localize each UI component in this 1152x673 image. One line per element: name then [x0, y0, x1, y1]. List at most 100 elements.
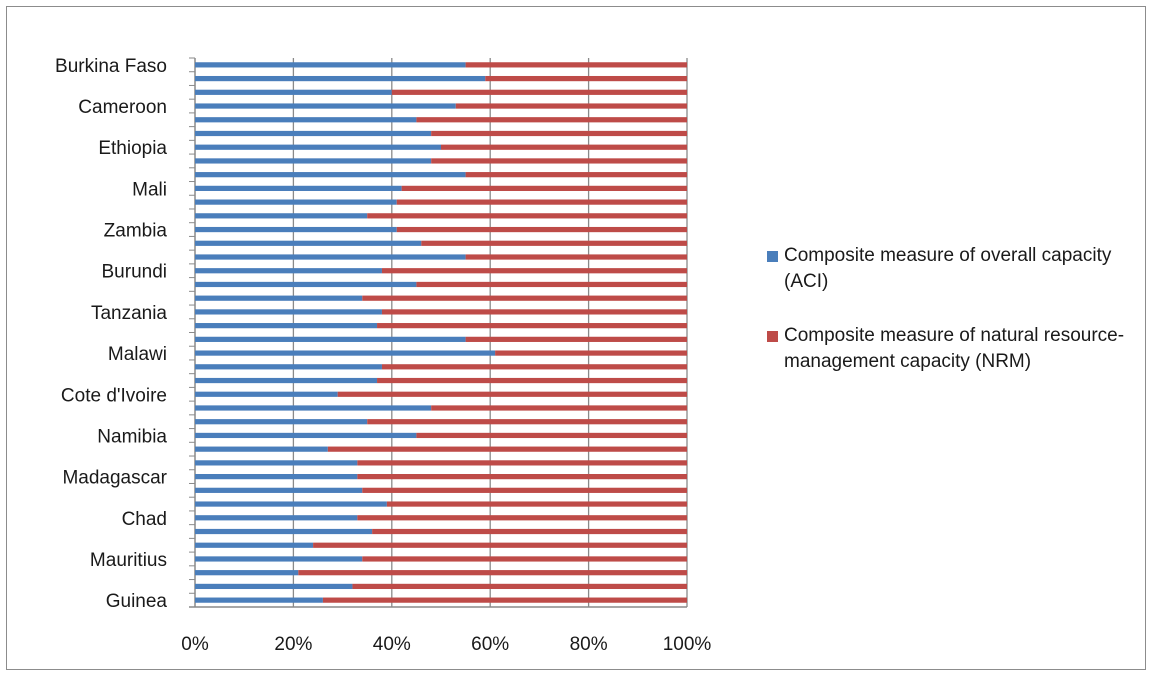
y-category-label-12: Zambia	[104, 221, 168, 242]
bar-nrm-35	[313, 542, 687, 548]
bar-nrm-13	[421, 240, 687, 246]
x-tick-label-5: 100%	[663, 634, 712, 655]
y-category-label-27: Namibia	[97, 426, 167, 447]
bar-aci-36	[195, 556, 363, 562]
bar-nrm-22	[381, 364, 687, 370]
bar-nrm-26	[367, 419, 687, 425]
y-category-label-3: Cameroon	[78, 97, 167, 118]
bar-aci-2	[195, 89, 392, 95]
bar-nrm-4	[416, 117, 687, 123]
bar-nrm-14	[465, 254, 687, 260]
bar-nrm-17	[362, 295, 687, 301]
y-category-label-0: Burkina Faso	[55, 56, 167, 77]
bar-nrm-37	[298, 570, 687, 576]
bar-nrm-25	[431, 405, 687, 411]
bar-nrm-12	[396, 226, 687, 233]
bar-nrm-0	[465, 62, 687, 68]
bar-nrm-21	[495, 350, 687, 356]
bar-aci-22	[195, 364, 382, 370]
bar-nrm-33	[357, 515, 687, 521]
bar-nrm-30	[357, 474, 687, 480]
bar-nrm-6	[441, 144, 687, 150]
bar-nrm-38	[352, 583, 687, 590]
bar-nrm-27	[416, 432, 687, 439]
legend-swatch-aci	[767, 251, 778, 262]
bar-aci-14	[195, 254, 466, 260]
bar-aci-24	[195, 391, 338, 397]
x-tick-label-0: 0%	[181, 634, 209, 655]
bar-aci-15	[195, 268, 382, 274]
legend-item-aci: Composite measure of overall capacity (A…	[767, 243, 1137, 295]
bar-aci-5	[195, 130, 432, 137]
y-category-label-39: Guinea	[106, 591, 168, 612]
bar-aci-0	[195, 62, 466, 68]
bar-nrm-9	[401, 185, 687, 191]
bar-aci-20	[195, 336, 466, 342]
y-category-label-9: Mali	[132, 179, 167, 200]
bar-aci-9	[195, 185, 402, 191]
bar-aci-30	[195, 474, 358, 480]
bar-nrm-31	[362, 487, 687, 493]
bar-aci-33	[195, 515, 358, 521]
bar-nrm-16	[416, 281, 687, 288]
legend-label-nrm: Composite measure of natural resource-ma…	[784, 325, 1125, 372]
bar-nrm-5	[431, 130, 687, 137]
bar-nrm-10	[396, 199, 687, 205]
bar-nrm-34	[372, 528, 687, 535]
bar-aci-34	[195, 528, 373, 535]
bar-aci-10	[195, 199, 397, 205]
bar-aci-29	[195, 460, 358, 466]
bar-nrm-29	[357, 460, 687, 466]
x-tick-label-4: 80%	[570, 634, 608, 655]
bar-nrm-28	[327, 446, 687, 452]
bar-aci-16	[195, 281, 417, 288]
bar-aci-8	[195, 172, 466, 178]
bar-aci-25	[195, 405, 432, 411]
bar-aci-3	[195, 103, 456, 109]
legend: Composite measure of overall capacity (A…	[767, 243, 1137, 403]
bar-aci-7	[195, 158, 432, 164]
y-category-label-30: Madagascar	[62, 468, 167, 489]
bar-nrm-24	[337, 391, 687, 397]
bar-aci-28	[195, 446, 328, 452]
y-category-label-18: Tanzania	[91, 303, 167, 324]
bar-aci-27	[195, 432, 417, 439]
legend-swatch-nrm	[767, 331, 778, 342]
bar-aci-17	[195, 295, 363, 301]
bar-aci-1	[195, 75, 486, 82]
bar-aci-6	[195, 144, 441, 150]
bar-nrm-7	[431, 158, 687, 164]
bar-aci-39	[195, 597, 323, 603]
y-category-label-21: Malawi	[108, 344, 167, 365]
x-tick-label-1: 20%	[274, 634, 312, 655]
y-category-label-6: Ethiopia	[98, 138, 167, 159]
bar-aci-19	[195, 323, 378, 329]
bar-nrm-18	[381, 309, 687, 315]
bar-nrm-36	[362, 556, 687, 562]
bar-aci-12	[195, 226, 397, 233]
bar-nrm-39	[322, 597, 687, 603]
bar-aci-26	[195, 419, 368, 425]
bar-nrm-32	[386, 501, 687, 507]
bar-nrm-15	[381, 268, 687, 274]
bar-nrm-20	[465, 336, 687, 342]
bar-nrm-1	[485, 75, 687, 82]
y-category-label-24: Cote d'Ivoire	[61, 385, 167, 406]
bar-aci-4	[195, 117, 417, 123]
bar-nrm-2	[391, 89, 687, 95]
bar-nrm-8	[465, 172, 687, 178]
bar-aci-11	[195, 213, 368, 219]
bar-aci-13	[195, 240, 422, 246]
bar-aci-35	[195, 542, 314, 548]
bar-nrm-3	[455, 103, 687, 109]
bar-aci-18	[195, 309, 382, 315]
y-category-label-36: Mauritius	[90, 550, 167, 571]
bar-nrm-23	[377, 377, 687, 384]
bar-aci-23	[195, 377, 378, 384]
x-tick-label-3: 60%	[471, 634, 509, 655]
legend-label-aci: Composite measure of overall capacity (A…	[784, 245, 1112, 292]
x-tick-label-2: 40%	[373, 634, 411, 655]
bar-aci-38	[195, 583, 353, 590]
bar-aci-37	[195, 570, 299, 576]
